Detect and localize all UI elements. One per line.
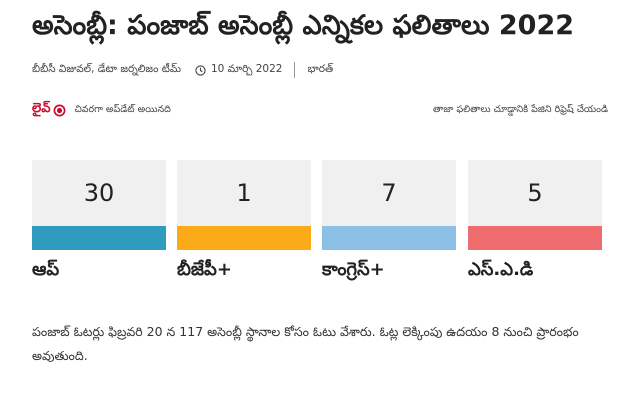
publish-date: 10 మార్చి 2022 [210,62,283,75]
result-card: 30 ఆప్ [32,160,166,284]
seat-count: 7 [322,160,456,226]
seat-count: 5 [468,160,602,226]
live-dot-icon [54,104,66,116]
party-color-bar [32,226,166,250]
party-color-bar [177,226,311,250]
results-cards: 30 ఆప్ 1 బీజేపీ+ 7 కాంగ్రెస్+ 5 ఎస్.ఎ.డి [32,160,604,288]
live-label: లైవ్ [32,101,51,116]
summary-text: పంజాబ్ ఓటర్లు ఫిబ్రవరి 20 న 117 అసెంబ్లీ… [32,324,579,363]
divider [294,62,296,78]
page-title: అసెంబ్లీ: పంజాబ్ అసెంబ్లీ ఎన్నికల ఫలితాల… [32,10,575,41]
party-name: కాంగ్రెస్+ [322,259,385,280]
result-card: 7 కాంగ్రెస్+ [322,160,456,284]
author: బీబీసీ విజువల్, డేటా జర్నలిజం టీమ్ [32,62,181,75]
party-color-bar [468,226,602,250]
section-link[interactable]: భారత్ [307,62,334,75]
seat-count: 30 [32,160,166,226]
party-name: బీజేపీ+ [177,259,232,280]
result-card: 5 ఎస్.ఎ.డి [468,160,602,284]
party-color-bar [322,226,456,250]
result-card: 1 బీజేపీ+ [177,160,311,284]
party-name: ఆప్ [32,259,60,280]
last-updated-text: చివరగా అప్‌డేట్ అయినది [74,103,171,115]
clock-icon [195,64,206,76]
refresh-note: తాజా ఫలితాలు చూడ్డానికి పేజిని రిఫ్రెష్ … [433,103,608,115]
live-status-row: లైవ్ చివరగా అప్‌డేట్ అయినది తాజా ఫలితాలు… [32,101,608,118]
party-name: ఎస్.ఎ.డి [468,259,534,280]
byline: బీబీసీ విజువల్, డేటా జర్నలిజం టీమ్ 10 మా… [32,62,333,78]
seat-count: 1 [177,160,311,226]
